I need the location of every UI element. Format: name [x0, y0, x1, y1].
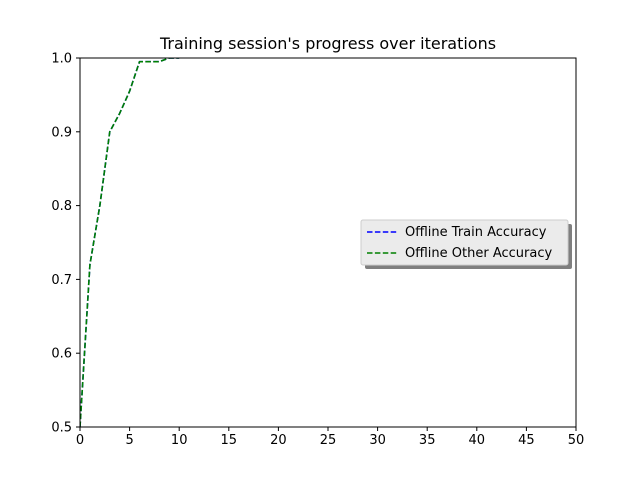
legend-box [360, 219, 569, 266]
x-tick-label: 50 [568, 433, 585, 448]
chart-title: Training session's progress over iterati… [159, 34, 496, 53]
x-tick-label: 10 [171, 433, 188, 448]
y-tick-label: 0.7 [51, 273, 72, 288]
x-tick-label: 45 [518, 433, 535, 448]
series-line-offline-other-accuracy [80, 58, 180, 427]
legend: Offline Train Accuracy Offline Other Acc… [360, 219, 572, 269]
x-axis: 0 5 10 15 20 25 30 35 40 45 50 [76, 427, 584, 448]
x-tick-label: 25 [320, 433, 337, 448]
x-tick-label: 35 [419, 433, 436, 448]
x-tick-label: 15 [221, 433, 238, 448]
y-tick-label: 0.5 [51, 421, 72, 436]
x-tick-label: 0 [76, 433, 84, 448]
x-tick-label: 40 [469, 433, 486, 448]
y-tick-label: 0.8 [51, 199, 72, 214]
y-axis: 0.5 0.6 0.7 0.8 0.9 1.0 [51, 52, 80, 436]
y-tick-label: 0.6 [51, 347, 72, 362]
legend-label-offline-train-accuracy: Offline Train Accuracy [405, 225, 547, 240]
series-layer [80, 58, 180, 427]
x-tick-label: 20 [270, 433, 287, 448]
y-tick-label: 0.9 [51, 125, 72, 140]
x-tick-label: 5 [125, 433, 133, 448]
x-tick-label: 30 [369, 433, 386, 448]
y-tick-label: 1.0 [51, 52, 72, 67]
legend-label-offline-other-accuracy: Offline Other Accuracy [405, 246, 552, 261]
